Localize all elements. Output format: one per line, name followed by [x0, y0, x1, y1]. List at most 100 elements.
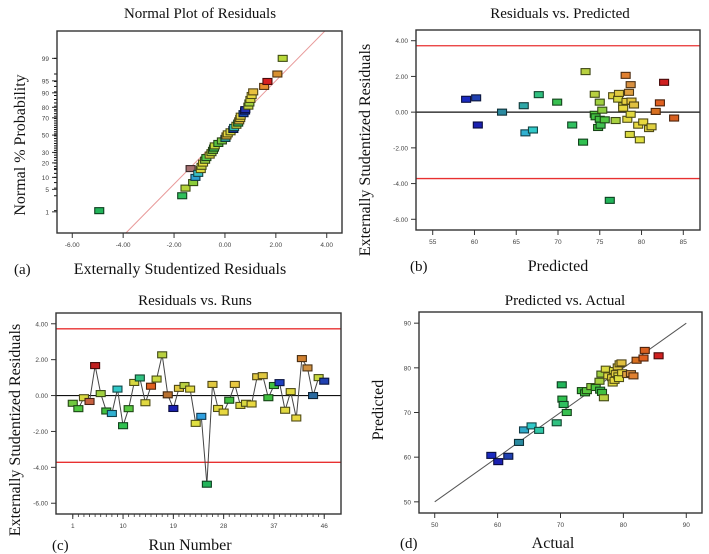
y-tick-label: 50	[42, 133, 50, 140]
x-tick-label: 60	[494, 522, 502, 529]
y-tick-label: 2.00	[395, 74, 408, 81]
data-point	[624, 130, 635, 139]
data-point	[302, 364, 313, 372]
panel-b-label: (b)	[410, 259, 428, 275]
panel-c-label: (c)	[52, 538, 69, 554]
data-point	[471, 94, 482, 102]
data-point	[513, 438, 525, 446]
y-tick-label: 30	[42, 150, 50, 157]
y-tick-label: 5	[45, 187, 49, 194]
y-tick-label: 80	[404, 365, 412, 372]
data-point	[653, 352, 664, 360]
data-point	[229, 380, 240, 388]
data-point	[201, 480, 212, 488]
data-point	[578, 138, 589, 146]
panel-b-ylabel: Externally Studentized Residuals	[357, 44, 374, 256]
panel-a: Normal Plot of Residuals Normal % Probab…	[12, 6, 343, 278]
panel-a-ylabel: Normal % Probability	[12, 74, 29, 215]
data-point	[628, 101, 640, 109]
data-point	[180, 184, 191, 192]
data-point	[567, 121, 578, 129]
data-point	[527, 126, 538, 134]
data-point	[472, 121, 483, 129]
data-point	[213, 404, 224, 413]
y-tick-label: -2.00	[33, 429, 48, 436]
y-tick-label: 0.00	[395, 110, 408, 117]
panel-b-title: Residuals vs. Predicted	[490, 6, 630, 22]
y-tick-label: 99	[42, 56, 50, 63]
data-point	[628, 372, 639, 380]
panel-c: Residuals vs. Runs Externally Studentize…	[7, 293, 342, 554]
data-point	[185, 165, 196, 173]
panel-a-xlabel: Externally Studentized Residuals	[74, 261, 286, 278]
x-tick-label: 75	[596, 239, 604, 246]
data-point	[162, 391, 173, 399]
data-point	[594, 377, 605, 385]
data-point	[84, 397, 95, 406]
data-point	[638, 118, 649, 126]
panel-d-ylabel: Predicted	[370, 380, 387, 440]
data-point	[123, 405, 134, 413]
data-point	[185, 385, 196, 393]
data-point	[313, 374, 324, 382]
data-point	[496, 108, 508, 116]
data-point	[620, 71, 631, 79]
data-point	[151, 375, 162, 383]
panel-d-label: (d)	[400, 536, 418, 552]
data-point	[168, 404, 179, 413]
data-point	[610, 116, 621, 125]
y-tick-label: 1	[45, 209, 49, 216]
panel-c-ylabel: Externally Studentized Residuals	[7, 324, 24, 536]
data-point	[552, 98, 563, 106]
series-segment	[116, 389, 124, 426]
series-segment	[279, 382, 286, 411]
series-segment	[200, 416, 208, 485]
y-tick-label: 70	[42, 115, 50, 122]
data-point	[669, 114, 680, 122]
data-point	[95, 390, 106, 398]
data-point	[296, 355, 307, 363]
data-point	[604, 196, 615, 204]
y-tick-label: 70	[404, 410, 412, 417]
series-segment	[156, 354, 163, 380]
data-point	[580, 68, 591, 76]
y-tick-label: -6.00	[33, 501, 48, 508]
data-point	[518, 426, 530, 434]
data-point	[623, 88, 635, 96]
data-point	[551, 419, 562, 427]
data-point	[134, 374, 145, 382]
data-point	[561, 408, 572, 417]
data-point	[145, 382, 157, 390]
data-point	[94, 207, 105, 215]
data-point	[461, 95, 472, 103]
x-tick-label: 1	[71, 523, 75, 530]
series-segment	[189, 389, 197, 424]
x-tick-label: -2.00	[167, 242, 182, 249]
x-tick-label: 65	[513, 239, 521, 246]
data-point	[246, 400, 257, 408]
x-tick-label: 4.00	[320, 242, 333, 249]
data-point	[558, 400, 569, 409]
data-point	[78, 394, 89, 402]
y-tick-label: -4.00	[33, 465, 48, 472]
data-point	[190, 419, 201, 427]
panel-b: Residuals vs. Predicted Externally Stude…	[357, 6, 701, 275]
x-tick-label: 10	[119, 523, 127, 530]
panel-b-xlabel: Predicted	[528, 258, 588, 275]
data-point	[526, 422, 537, 430]
x-tick-label: 2.00	[270, 242, 283, 249]
y-tick-label: -4.00	[393, 181, 408, 188]
panel-c-title: Residuals vs. Runs	[138, 293, 252, 309]
series-segment	[94, 365, 102, 394]
data-point	[613, 95, 624, 103]
data-point	[638, 354, 649, 362]
data-point	[597, 106, 608, 114]
data-point	[598, 394, 609, 402]
panel-d-frame	[418, 311, 703, 514]
data-point	[625, 110, 636, 118]
data-point	[646, 123, 657, 131]
series-segment	[262, 375, 269, 398]
data-point	[594, 98, 605, 106]
x-tick-label: 46	[321, 523, 329, 530]
data-point	[534, 426, 545, 434]
